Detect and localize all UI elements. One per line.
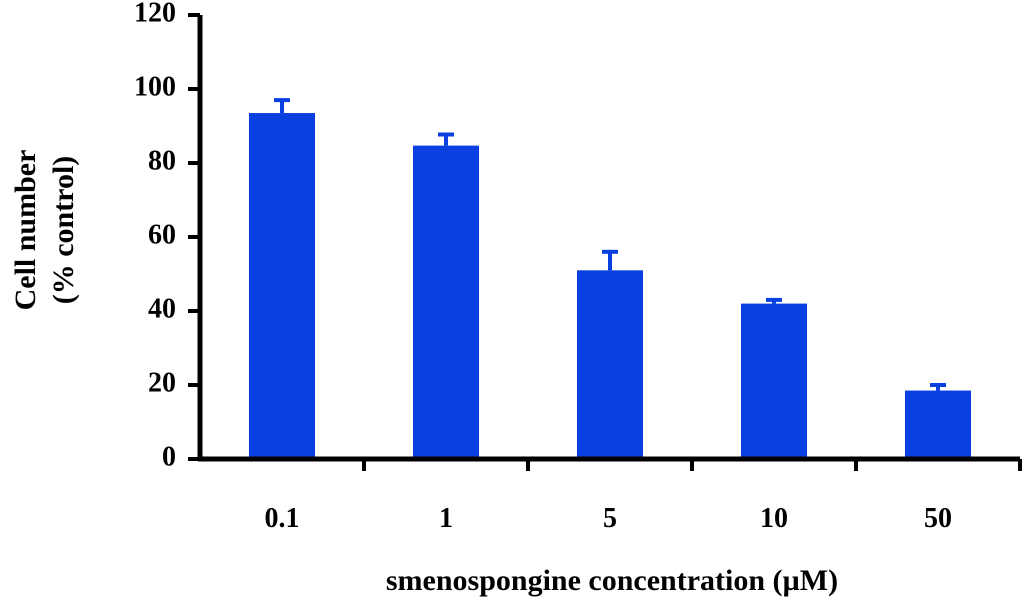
bar <box>249 113 315 460</box>
y-tick-label: 100 <box>134 71 176 102</box>
bars-layer <box>249 113 971 460</box>
y-ticks-layer: 0 20 40 60 80 100 120 <box>134 0 200 472</box>
y-tick-label: 0 <box>162 441 176 472</box>
x-tick-label: 10 <box>760 503 788 534</box>
y-tick-label: 120 <box>134 0 176 28</box>
y-tick-label: 60 <box>148 219 176 250</box>
y-axis-title: Cell number (% control) <box>9 150 80 311</box>
y-tick-label: 80 <box>148 145 176 176</box>
x-tick-label: 5 <box>603 503 617 534</box>
x-ticks-layer: 0.1 1 5 10 50 <box>265 459 1022 534</box>
bar <box>413 145 479 460</box>
error-bars-layer <box>274 98 946 391</box>
y-tick-label: 20 <box>148 367 176 398</box>
x-axis-title: smenospongine concentration (µM) <box>386 564 838 597</box>
x-tick-label: 0.1 <box>265 503 300 534</box>
bar <box>741 303 807 459</box>
bar <box>577 270 643 459</box>
y-axis-title-line2: (% control) <box>47 156 80 305</box>
y-axis-title-line1: Cell number <box>9 150 42 311</box>
bar <box>905 390 971 459</box>
x-tick-label: 1 <box>439 503 453 534</box>
y-tick-label: 40 <box>148 293 176 324</box>
x-tick-label: 50 <box>924 503 952 534</box>
